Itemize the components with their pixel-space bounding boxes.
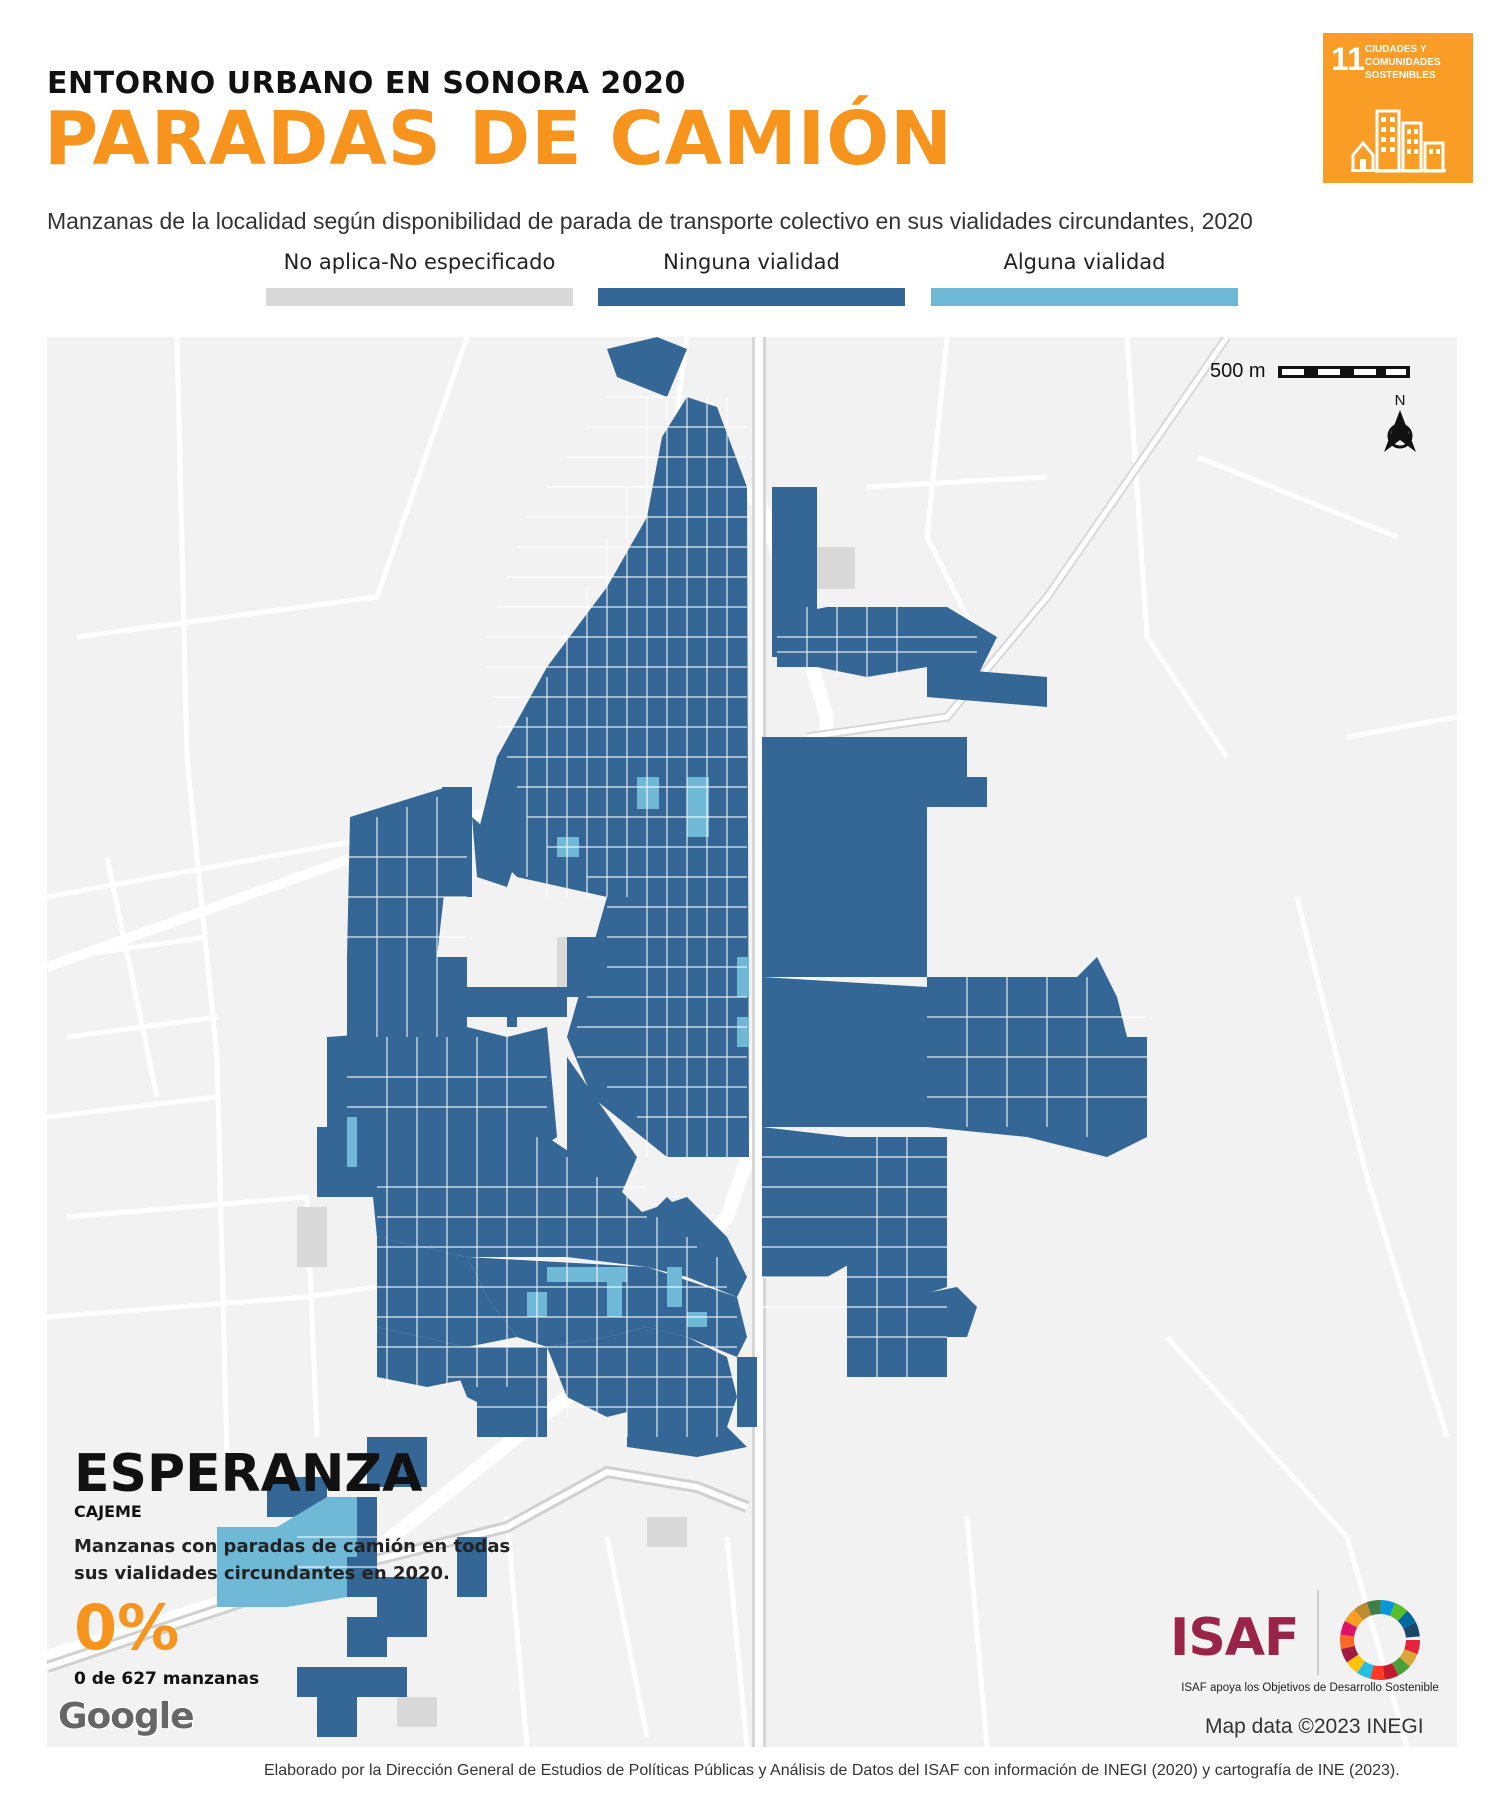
footer-credit: Elaborado por la Dirección General de Es… (264, 1762, 1400, 1779)
map-canvas[interactable] (47, 337, 1457, 1747)
legend-item-na: No aplica-No especificado (266, 250, 573, 306)
north-label: N (1394, 392, 1406, 409)
legend-swatch (931, 288, 1238, 306)
sdg-text: CIUDADES Y COMUNIDADES SOSTENIBLES (1365, 44, 1441, 81)
block-count: 0 de 627 manzanas (74, 1669, 260, 1689)
legend-item-ninguna: Ninguna vialidad (598, 250, 905, 306)
legend-item-alguna: Alguna vialidad (931, 250, 1238, 306)
locality-name: ESPERANZA (74, 1444, 423, 1504)
isaf-logo-block: ISAF ISAF apoya los Objetivos de Desarro… (1160, 1590, 1460, 1700)
isaf-tagline: ISAF apoya los Objetivos de Desarrollo S… (1181, 1682, 1439, 1694)
legend-label: No aplica-No especificado (283, 250, 556, 274)
page-title: PARADAS DE CAMIÓN (44, 96, 954, 182)
scale-bar: 500 m (1210, 360, 1410, 383)
sdg-11-badge: 11 CIUDADES Y COMUNIDADES SOSTENIBLES (1323, 33, 1473, 183)
info-description: Manzanas con paradas de camión en todas … (74, 1536, 511, 1584)
scale-label: 500 m (1210, 360, 1266, 382)
scale-seg (1385, 368, 1406, 375)
locality-info: ESPERANZA CAJEME Manzanas con paradas de… (74, 1448, 544, 1689)
isaf-divider (1317, 1590, 1319, 1675)
isaf-logo: ISAF (1170, 1608, 1300, 1668)
city-buildings-icon (1351, 109, 1446, 173)
blocks-alguna (217, 777, 749, 1607)
sdg-wheel-icon (1340, 1600, 1420, 1680)
sdg-number: 11 (1331, 41, 1365, 77)
north-arrow-icon (1384, 410, 1416, 452)
legend-swatch (598, 288, 905, 306)
legend-swatch (266, 288, 573, 306)
scale-seg (1353, 368, 1376, 375)
map[interactable]: Google Map data ©2023 INEGI (47, 337, 1457, 1747)
pretitle: ENTORNO URBANO EN SONORA 2020 (47, 66, 686, 101)
percentage-value: 0% (74, 1591, 180, 1664)
municipality-name: CAJEME (74, 1502, 142, 1521)
north-arrow: N (1380, 392, 1420, 454)
scale-seg (1317, 368, 1340, 375)
legend-label: Ninguna vialidad (663, 250, 840, 274)
map-attribution[interactable]: Map data ©2023 INEGI (1205, 1715, 1424, 1738)
subtitle: Manzanas de la localidad según disponibi… (47, 208, 1253, 234)
google-logo: Google (58, 1696, 195, 1737)
block-grid (297, 396, 1147, 1568)
scale-seg (1281, 368, 1304, 375)
legend-label: Alguna vialidad (1003, 250, 1166, 274)
scale-bar-graphic (1277, 365, 1410, 378)
